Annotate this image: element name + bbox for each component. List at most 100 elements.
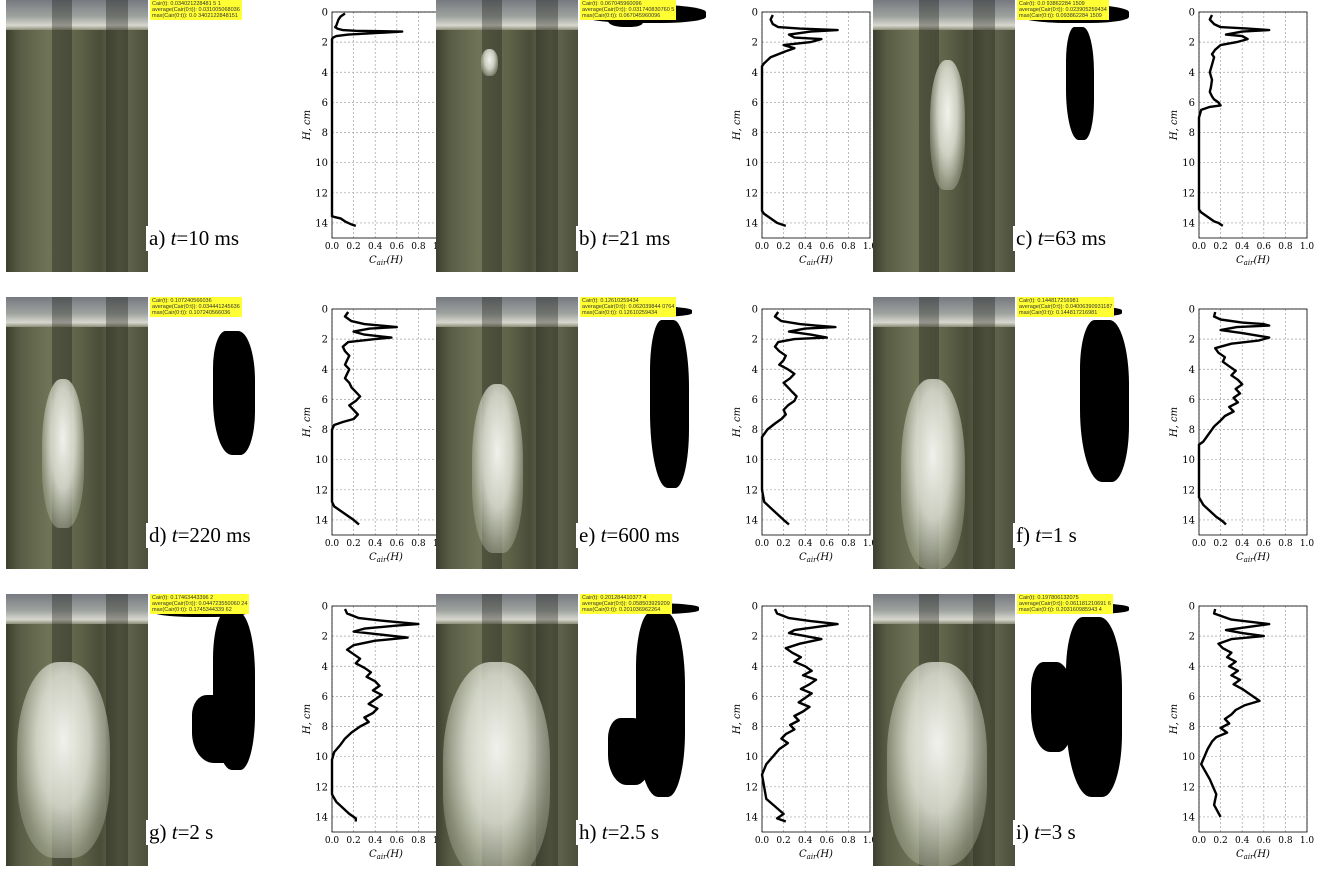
x-tick-label: 0.6 <box>390 539 405 549</box>
figure-panel: e) t=600 ms Cair(t): 0.12610259434 average… <box>436 297 878 569</box>
panel-label: g) t=2 s <box>146 820 217 845</box>
panel-label: d) t=220 ms <box>146 523 254 548</box>
y-tick-label: 12 <box>315 485 328 496</box>
x-tick-label: 0.4 <box>368 836 383 846</box>
tank-photo <box>436 0 578 272</box>
y-tick-label: 14 <box>1182 812 1195 823</box>
air-concentration-profile <box>760 608 839 823</box>
info-line: max(Cair(0:t)): 0.067045960096 <box>582 13 661 19</box>
y-tick-label: 8 <box>322 425 328 436</box>
x-tick-label: 0.4 <box>798 836 813 846</box>
panel-letter: c) <box>1016 226 1038 250</box>
air-concentration-profile <box>330 311 399 526</box>
x-tick-label: 0.4 <box>368 539 383 549</box>
x-tick-label: 0.0 <box>755 242 770 252</box>
x-tick-label: 0.0 <box>325 539 340 549</box>
air-region <box>1080 319 1129 482</box>
water-surface-rim <box>873 0 1015 30</box>
y-tick-label: 8 <box>1189 722 1195 733</box>
info-line: average(Cair(0:t)): 0.031740830760 5 <box>582 7 675 13</box>
time-value: =1 s <box>1041 523 1077 547</box>
binarized-image: Cair(t): 0.0 93862284 1509 average(Cair(0… <box>1017 0 1157 225</box>
y-tick-label: 2 <box>1189 38 1195 49</box>
y-tick-label: 2 <box>752 335 758 346</box>
y-tick-label: 2 <box>322 38 328 49</box>
bubble-plume <box>901 378 966 569</box>
panel-letter: d) <box>149 523 172 547</box>
time-value: =2 s <box>177 820 214 844</box>
y-tick-label: 0 <box>322 8 328 19</box>
panel-letter: b) <box>579 226 602 250</box>
x-tick-label: 0.0 <box>325 242 340 252</box>
x-axis-label: Cair(H) <box>799 552 833 564</box>
figure-panel: a) t=10 ms Cair(t): 0.034021228481 5 1 ave… <box>6 0 447 272</box>
y-tick-label: 10 <box>315 158 328 169</box>
x-tick-label: 0.4 <box>1235 539 1250 549</box>
y-tick-label: 4 <box>752 365 758 376</box>
info-line: Cair(t): 0.0 93862284 1509 <box>1019 1 1085 7</box>
y-tick-label: 6 <box>1189 692 1195 703</box>
y-tick-label: 14 <box>745 515 758 526</box>
info-line: Cair(t): 0.067045960096 <box>582 1 642 7</box>
y-tick-label: 10 <box>745 752 758 763</box>
y-tick-label: 8 <box>1189 425 1195 436</box>
y-tick-label: 4 <box>752 662 758 673</box>
info-box: Cair(t): 0.17463443396 2 average(Cair(0:t… <box>150 594 250 614</box>
air-concentration-profile <box>330 608 420 822</box>
info-line: max(Cair(0:t)): 0.201036962264 <box>582 607 661 613</box>
time-variable: t <box>171 523 178 547</box>
info-line: average(Cair(0:t)): 0.044723550060 24 <box>152 601 248 607</box>
x-tick-label: 0.6 <box>820 242 835 252</box>
y-axis-label: H, cm <box>1169 704 1180 735</box>
x-tick-label: 0.2 <box>776 836 790 846</box>
info-line: Cair(t): 0.034021228481 5 1 <box>152 1 221 7</box>
plot-frame <box>761 308 871 536</box>
tank-photo <box>6 0 148 272</box>
bubble-plume <box>17 662 110 858</box>
panel-label: h) t=2.5 s <box>576 820 663 845</box>
x-tick-label: 0.4 <box>1235 836 1250 846</box>
bubble-plume <box>929 59 966 191</box>
x-tick-label: 0.6 <box>820 836 835 846</box>
info-line: Cair(t): 0.201284410377 4 <box>582 595 647 601</box>
binarized-image: Cair(t): 0.197806132075 average(Cair(0:t)… <box>1017 594 1157 819</box>
x-tick-label: 0.6 <box>1257 836 1272 846</box>
y-tick-label: 8 <box>752 425 758 436</box>
info-box: Cair(t): 0.0 93862284 1509 average(Cair(0… <box>1017 0 1109 20</box>
panel-letter: g) <box>149 820 172 844</box>
y-tick-label: 14 <box>1182 515 1195 526</box>
water-surface-rim <box>6 594 148 624</box>
panel-letter: a) <box>149 226 171 250</box>
x-tick-label: 0.4 <box>1235 242 1250 252</box>
info-line: max(Cair(0:t)): 0.107240566036 <box>152 310 231 316</box>
figure-panel: h) t=2.5 s Cair(t): 0.201284410377 4 avera… <box>436 594 877 866</box>
tank-rod <box>106 297 128 569</box>
x-axis-label: Cair(H) <box>369 849 403 861</box>
y-tick-label: 4 <box>322 662 328 673</box>
figure-panel: i) t=3 s Cair(t): 0.197806132075 average(C… <box>873 594 1314 866</box>
y-tick-label: 12 <box>745 188 758 199</box>
y-tick-label: 12 <box>745 782 758 793</box>
y-tick-label: 12 <box>745 485 758 496</box>
figure-panel: f) t=1 s Cair(t): 0.144817216981 average(C… <box>873 297 1314 569</box>
binarized-image: Cair(t): 0.034021228481 5 1 average(Cair(… <box>150 0 290 225</box>
air-concentration-profile <box>760 14 839 228</box>
y-axis-label: H, cm <box>1169 407 1180 438</box>
y-tick-label: 0 <box>752 602 758 613</box>
tank-rod <box>482 0 502 272</box>
x-tick-label: 0.2 <box>346 836 360 846</box>
x-axis-label: Cair(H) <box>1236 849 1270 861</box>
y-tick-label: 12 <box>315 782 328 793</box>
info-line: max(Cair(0:t)): 0.0 3402122848151 <box>152 13 238 19</box>
info-box: Cair(t): 0.197806132075 average(Cair(0:t)… <box>1017 594 1113 614</box>
water-surface-rim <box>873 594 1015 624</box>
tank-photo <box>436 297 578 569</box>
info-line: max(Cair(0:t)): 0.1745344339 62 <box>152 607 232 613</box>
x-tick-label: 0.8 <box>1278 539 1293 549</box>
y-tick-label: 6 <box>752 395 758 406</box>
x-tick-label: 1.0 <box>863 539 878 549</box>
y-tick-label: 4 <box>1189 68 1195 79</box>
